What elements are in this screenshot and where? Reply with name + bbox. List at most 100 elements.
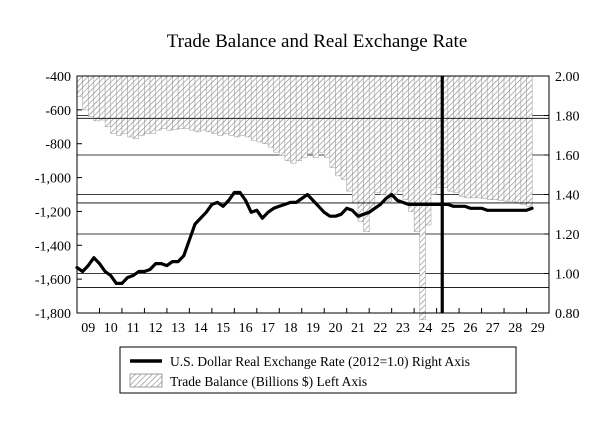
- trade-balance-bar: [194, 75, 201, 133]
- trade-balance-bar: [408, 75, 415, 212]
- trade-balance-bar: [363, 75, 370, 232]
- trade-balance-bar: [245, 75, 252, 138]
- trade-balance-bar: [481, 75, 488, 199]
- exchange-rate-line: [75, 190, 534, 285]
- trade-balance-bar: [189, 75, 196, 131]
- right-tick-label: 1.20: [555, 228, 580, 243]
- trade-balance-bar: [183, 75, 190, 129]
- trade-balance-bar: [262, 75, 269, 144]
- trade-balance-bar: [357, 75, 364, 222]
- trade-balance-bar: [464, 75, 471, 199]
- left-tick-label: -600: [45, 104, 71, 119]
- x-tick-label: 19: [306, 321, 320, 336]
- x-tick-label: 15: [216, 321, 230, 336]
- x-axis: 09 10 11 12 13 14 15 16 17 18 19 20 21 22 23 24 25 26 27 28…: [76, 308, 550, 336]
- x-tick-label: 18: [284, 321, 298, 336]
- trade-balance-bar: [346, 75, 353, 192]
- trade-balance-bar: [155, 75, 162, 131]
- right-tick-label: 1.60: [555, 149, 580, 164]
- trade-balance-bar: [234, 75, 241, 138]
- trade-balance-bar: [486, 75, 494, 200]
- trade-balance-bar: [82, 75, 89, 111]
- trade-balance-bar: [273, 75, 280, 153]
- trade-balance-bar: [430, 75, 437, 195]
- trade-balance-bar: [205, 75, 213, 133]
- x-tick-label: 13: [171, 321, 185, 336]
- x-tick-label: 14: [194, 321, 208, 336]
- trade-balance-bar: [161, 75, 168, 129]
- trade-balance-bar: [419, 75, 426, 321]
- legend: U.S. Dollar Real Exchange Rate (2012=1.0…: [119, 346, 517, 394]
- x-tick-label: 25: [441, 321, 455, 336]
- trade-balance-bar: [391, 75, 398, 195]
- x-tick-label: 21: [351, 321, 365, 336]
- left-axis: -400 -600 -800 -1,000 -1,200 -1,400 -1,600 -1,8…: [35, 70, 82, 322]
- trade-balance-bar: [307, 75, 314, 155]
- trade-balance-bar: [447, 75, 454, 192]
- x-tick-label: 11: [126, 321, 139, 336]
- trade-balance-bar: [228, 75, 235, 136]
- trade-balance-bar: [250, 75, 258, 141]
- x-tick-label: 16: [239, 321, 253, 336]
- trade-balance-bar: [138, 75, 145, 136]
- left-tick-label: -1,400: [35, 239, 71, 254]
- legend-label-exchange-rate: U.S. Dollar Real Exchange Rate (2012=1.0…: [170, 354, 470, 369]
- legend-hatch-swatch: [129, 373, 163, 388]
- trade-balance-bar: [515, 75, 522, 204]
- trade-balance-bar: [368, 75, 376, 209]
- trade-balance-bar: [301, 75, 308, 158]
- trade-balance-bar: [329, 75, 336, 168]
- right-tick-label: 0.80: [555, 307, 580, 322]
- trade-balance-bar: [352, 75, 359, 204]
- left-tick-label: -1,000: [35, 172, 71, 187]
- x-tick-label: 26: [463, 321, 477, 336]
- x-tick-label: 24: [418, 321, 432, 336]
- legend-box: [119, 346, 517, 394]
- trade-balance-bar: [279, 75, 286, 156]
- x-tick-label: 09: [81, 321, 95, 336]
- trade-balance-bar: [335, 75, 342, 177]
- trade-balance-bar: [256, 75, 263, 143]
- reference-lines: [77, 117, 549, 289]
- trade-balance-bar: [492, 75, 499, 200]
- x-tick-label: 22: [373, 321, 387, 336]
- trade-balance-bar: [267, 75, 274, 148]
- x-tick-label: 27: [486, 321, 500, 336]
- exchange-rate-series: [75, 190, 534, 285]
- x-tick-label: 17: [261, 321, 275, 336]
- trade-balance-bar: [149, 75, 156, 134]
- trade-balance-bar: [318, 75, 325, 153]
- trade-balance-bar: [453, 75, 460, 194]
- trade-balance-bar: [503, 75, 510, 202]
- trade-balance-bar: [110, 75, 117, 134]
- right-tick-label: 1.40: [555, 189, 580, 204]
- trade-balance-bar: [127, 75, 134, 138]
- chart-title: Trade Balance and Real Exchange Rate: [167, 31, 468, 52]
- trade-balance-bar: [290, 75, 297, 164]
- trade-balance-bar: [323, 75, 331, 158]
- trade-balance-bar: [132, 75, 140, 139]
- trade-balance-bar: [397, 75, 404, 192]
- trade-balance-bar: [413, 75, 421, 232]
- left-tick-label: -1,600: [35, 273, 71, 288]
- right-tick-label: 1.00: [555, 268, 580, 283]
- left-tick-label: -1,800: [35, 307, 71, 322]
- trade-balance-bar: [520, 75, 527, 205]
- trade-balance-bar: [144, 75, 151, 134]
- trade-balance-bar: [116, 75, 123, 136]
- trade-balance-bar: [166, 75, 173, 131]
- trade-balance-bar: [93, 75, 100, 122]
- trade-balance-bar: [340, 75, 347, 180]
- trade-balance-bar: [211, 75, 218, 134]
- trade-balance-bar: [402, 75, 409, 200]
- trade-balance-bar: [475, 75, 482, 199]
- trade-balance-bar: [385, 75, 392, 202]
- right-tick-label: 1.80: [555, 110, 580, 125]
- trade-balance-bar: [222, 75, 229, 134]
- left-tick-label: -1,200: [35, 205, 71, 220]
- x-tick-label: 23: [396, 321, 410, 336]
- trade-balance-bar: [498, 75, 505, 201]
- right-tick-label: 2.00: [555, 70, 580, 85]
- trade-balance-bar: [177, 75, 185, 129]
- trade-balance-bar: [121, 75, 128, 134]
